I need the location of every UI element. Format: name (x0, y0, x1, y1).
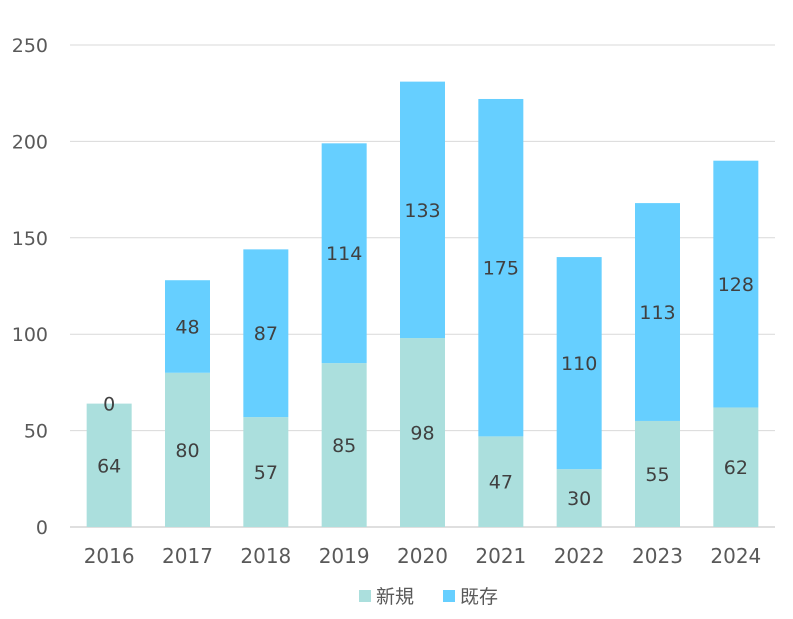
x-tick-label: 2022 (554, 544, 605, 568)
data-label-existing: 0 (103, 394, 115, 416)
bar-new (556, 469, 602, 527)
x-axis: 2016 2017 2018 2019 2020 2021 2022 2023 2024 (84, 544, 762, 568)
legend-swatch-existing (443, 590, 455, 602)
x-tick-label: 2021 (475, 544, 526, 568)
bar-new (243, 417, 289, 527)
data-label-existing: 114 (326, 243, 362, 265)
data-label-existing: 110 (561, 353, 597, 375)
y-tick-label: 250 (12, 35, 48, 57)
bar-existing (478, 98, 524, 437)
bar-new (713, 407, 759, 527)
data-label-existing: 175 (483, 258, 519, 280)
data-label-existing: 48 (175, 316, 199, 338)
bar-existing (556, 257, 602, 470)
legend-label-existing: 既存 (460, 586, 498, 608)
x-tick-label: 2017 (162, 544, 213, 568)
data-labels: 64 0 80 48 57 87 85 114 98 133 47 175 30 110 55 113 62 12… (97, 200, 754, 510)
data-label-new: 98 (410, 423, 434, 445)
y-tick-label: 150 (12, 228, 48, 250)
legend-label-new: 新規 (376, 586, 414, 608)
data-label-new: 85 (332, 435, 356, 457)
data-label-existing: 87 (254, 323, 278, 345)
legend-swatch-new (359, 590, 371, 602)
bar-new (400, 338, 445, 527)
bar-existing (400, 81, 445, 339)
bar-new (165, 372, 210, 527)
data-label-new: 62 (724, 457, 748, 479)
data-label-new: 64 (97, 455, 121, 477)
y-tick-label: 200 (12, 131, 48, 153)
bar-existing (165, 280, 210, 373)
y-axis: 0 50 100 150 200 250 (12, 35, 48, 539)
data-label-existing: 128 (718, 274, 754, 296)
x-tick-label: 2018 (240, 544, 291, 568)
bar-new (635, 420, 680, 527)
data-label-existing: 113 (639, 302, 675, 324)
bar-existing (713, 160, 759, 408)
data-label-existing: 133 (404, 200, 440, 222)
y-tick-label: 0 (36, 517, 48, 539)
data-label-new: 55 (645, 464, 669, 486)
x-tick-label: 2023 (632, 544, 683, 568)
x-tick-label: 2016 (84, 544, 135, 568)
bar-new (478, 436, 524, 527)
x-tick-label: 2020 (397, 544, 448, 568)
bar-new (86, 403, 132, 527)
x-tick-label: 2019 (319, 544, 370, 568)
bar-existing (635, 203, 680, 421)
y-tick-label: 50 (24, 421, 48, 443)
bars (86, 81, 759, 527)
data-label-new: 57 (254, 462, 278, 484)
x-tick-label: 2024 (710, 544, 761, 568)
data-label-new: 30 (567, 488, 591, 510)
legend: 新規 既存 (359, 586, 498, 608)
data-label-new: 80 (175, 440, 199, 462)
data-label-new: 47 (489, 472, 513, 494)
bar-existing (243, 249, 289, 418)
bar-existing (321, 143, 367, 364)
y-tick-label: 100 (12, 324, 48, 346)
bar-new (321, 363, 367, 527)
